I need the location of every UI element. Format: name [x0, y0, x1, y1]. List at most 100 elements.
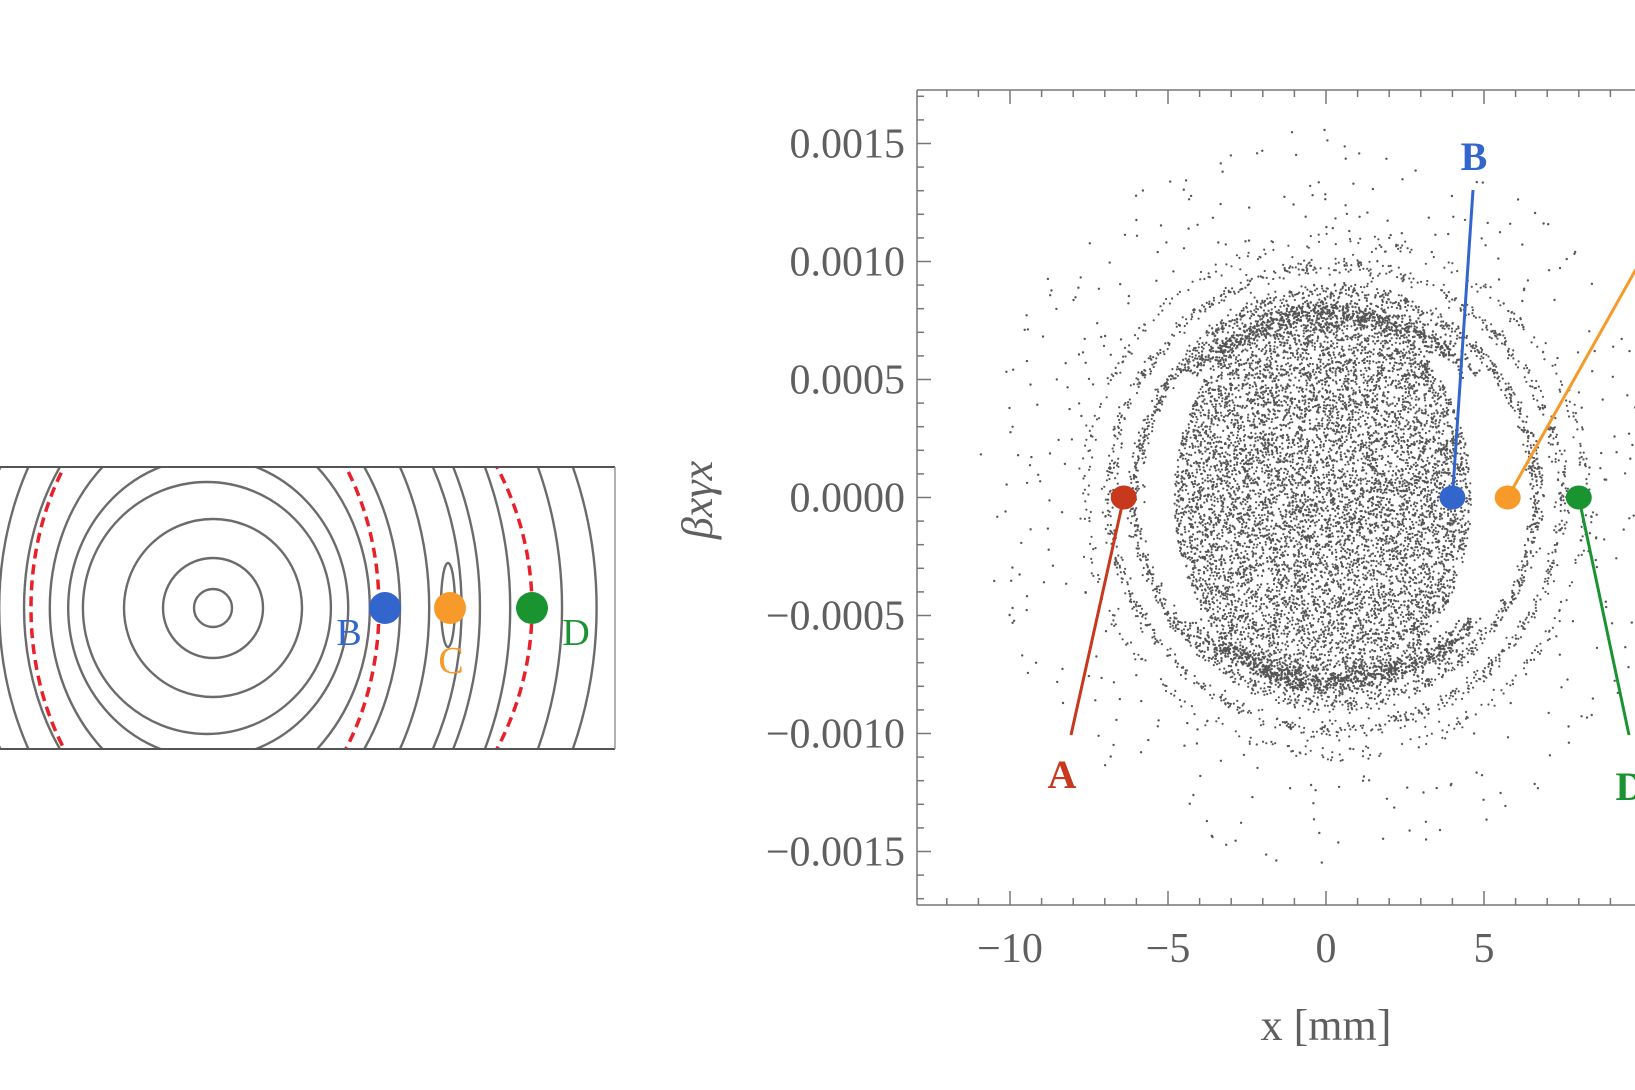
scatter-point — [1198, 530, 1201, 533]
scatter-point — [1349, 477, 1352, 480]
scatter-point — [1304, 498, 1307, 501]
scatter-point — [1301, 358, 1304, 361]
scatter-point — [1290, 585, 1293, 588]
scatter-point — [1233, 490, 1236, 493]
scatter-point — [1301, 438, 1304, 441]
scatter-point — [1248, 362, 1251, 365]
scatter-point — [1201, 489, 1204, 492]
scatter-point — [1241, 387, 1244, 390]
scatter-point — [1293, 333, 1296, 336]
scatter-point — [1334, 439, 1337, 442]
scatter-point — [1361, 466, 1364, 469]
scatter-point — [1299, 369, 1302, 372]
scatter-point — [1179, 546, 1182, 549]
scatter-point — [1385, 358, 1388, 361]
scatter-point — [1420, 361, 1423, 365]
scatter-point — [1258, 531, 1262, 534]
scatter-point — [1350, 387, 1353, 390]
scatter-point — [1352, 536, 1355, 540]
scatter-point — [1291, 526, 1294, 529]
scatter-point — [1334, 654, 1337, 657]
scatter-point — [1224, 414, 1227, 417]
scatter-point — [1398, 413, 1402, 416]
scatter-point — [1230, 547, 1233, 550]
scatter-point — [1461, 517, 1464, 520]
scatter-point — [1423, 538, 1426, 541]
scatter-point — [1293, 528, 1296, 532]
scatter-point — [1328, 404, 1331, 407]
scatter-point — [1284, 550, 1287, 553]
scatter-point — [1441, 552, 1444, 555]
scatter-point — [1248, 453, 1252, 456]
scatter-point — [1432, 611, 1435, 614]
scatter-point — [1285, 310, 1288, 313]
scatter-point — [1213, 529, 1216, 532]
scatter-point — [1339, 400, 1342, 403]
scatter-point — [1240, 515, 1243, 518]
scatter-point — [1312, 548, 1315, 551]
scatter-point — [1301, 399, 1304, 402]
scatter-point — [1359, 492, 1362, 495]
scatter-point — [1377, 339, 1380, 342]
scatter-point — [1301, 351, 1304, 355]
scatter-point — [1262, 569, 1265, 572]
scatter-point — [1233, 468, 1236, 472]
scatter-point — [1440, 463, 1444, 467]
scatter-point — [1366, 458, 1369, 461]
scatter-point — [1242, 507, 1245, 510]
scatter-point — [1316, 507, 1319, 510]
scatter-point — [1181, 432, 1184, 435]
scatter-point — [1202, 466, 1205, 469]
scatter-point — [1194, 482, 1197, 485]
scatter-point — [1345, 408, 1348, 411]
scatter-point — [1413, 559, 1416, 562]
scatter-point — [1229, 377, 1232, 380]
scatter-point — [1364, 346, 1367, 349]
scatter-point — [1212, 574, 1215, 577]
scatter-point — [1298, 574, 1302, 577]
scatter-point — [1224, 513, 1227, 516]
scatter-point — [1261, 519, 1264, 522]
scatter-point — [1293, 406, 1296, 409]
scatter-point — [1230, 503, 1233, 506]
scatter-point — [1459, 452, 1462, 455]
scatter-point — [1341, 527, 1344, 530]
scatter-point — [1348, 515, 1351, 519]
scatter-point — [1354, 346, 1358, 349]
scatter-point — [1379, 496, 1382, 499]
scatter-point — [1452, 544, 1455, 547]
scatter-point — [1183, 543, 1186, 547]
scatter-point — [1235, 548, 1238, 551]
scatter-point — [1323, 589, 1326, 592]
scatter-point — [1379, 563, 1382, 566]
scatter-point — [1407, 428, 1410, 431]
scatter-point — [1386, 460, 1390, 463]
scatter-point — [1339, 317, 1343, 320]
scatter-point — [1260, 650, 1263, 654]
scatter-point — [1407, 453, 1410, 456]
scatter-point — [1233, 448, 1236, 451]
scatter-point — [1362, 376, 1365, 379]
scatter-point — [1446, 439, 1449, 442]
scatter-point — [1348, 571, 1352, 575]
scatter-point — [1353, 402, 1356, 405]
scatter-point — [1322, 554, 1325, 557]
scatter-point — [1414, 398, 1417, 401]
scatter-point — [1404, 361, 1407, 364]
scatter-point — [1322, 498, 1325, 501]
scatter-point — [1227, 541, 1230, 544]
scatter-point — [1361, 433, 1365, 436]
scatter-point — [1356, 459, 1359, 462]
scatter-point — [1384, 528, 1387, 532]
scatter-point — [1358, 609, 1361, 612]
scatter-point — [1280, 537, 1283, 540]
scatter-point — [1331, 563, 1334, 566]
scatter-point — [1298, 386, 1301, 389]
scatter-point — [1424, 531, 1427, 534]
scatter-point — [1299, 467, 1302, 470]
scatter-point — [1402, 633, 1405, 636]
scatter-point — [1188, 506, 1191, 509]
scatter-point — [1302, 396, 1305, 399]
scatter-point — [1337, 601, 1340, 604]
scatter-point — [1298, 625, 1301, 629]
